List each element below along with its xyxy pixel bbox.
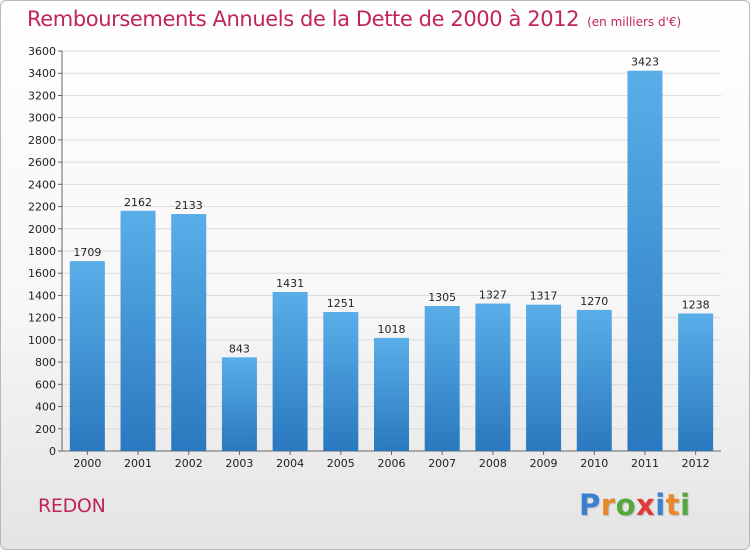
x-tick-label: 2008 xyxy=(479,457,507,470)
x-tick-label: 2009 xyxy=(530,457,558,470)
y-tick-label: 3400 xyxy=(28,67,56,80)
y-tick-label: 2000 xyxy=(28,223,56,236)
bar-value-label: 1327 xyxy=(479,289,507,302)
bar-value-label: 843 xyxy=(229,342,250,355)
proxiti-logo[interactable]: Proxiti xyxy=(579,488,691,522)
y-tick-label: 1600 xyxy=(28,267,56,280)
x-tick-label: 2005 xyxy=(327,457,355,470)
y-tick-label: 3200 xyxy=(28,89,56,102)
y-tick-label: 1800 xyxy=(28,245,56,258)
y-tick-label: 3600 xyxy=(28,45,56,58)
bar[interactable] xyxy=(374,337,409,451)
bar-value-label: 1431 xyxy=(276,277,304,290)
logo-letter: i xyxy=(655,488,666,522)
bar[interactable] xyxy=(323,312,359,451)
y-tick-label: 2800 xyxy=(28,134,56,147)
x-tick-label: 2002 xyxy=(175,457,203,470)
y-tick-label: 2400 xyxy=(28,178,56,191)
bar-value-label: 3423 xyxy=(631,56,659,69)
bar[interactable] xyxy=(576,309,612,451)
x-tick-label: 2001 xyxy=(124,457,152,470)
chart-title-text: Remboursements Annuels de la Dette de 20… xyxy=(27,7,580,31)
bar[interactable] xyxy=(475,303,511,451)
y-tick-label: 600 xyxy=(35,378,56,391)
y-tick-label: 1000 xyxy=(28,334,56,347)
bar-value-label: 1709 xyxy=(73,246,101,259)
bar-value-label: 1270 xyxy=(580,295,608,308)
x-tick-label: 2012 xyxy=(682,457,710,470)
x-tick-label: 2007 xyxy=(428,457,456,470)
logo-letter: o xyxy=(615,488,637,522)
bar[interactable] xyxy=(171,214,207,451)
bar[interactable] xyxy=(424,306,460,451)
y-tick-label: 1200 xyxy=(28,312,56,325)
x-tick-label: 2003 xyxy=(225,457,253,470)
y-tick-label: 200 xyxy=(35,423,56,436)
x-tick-label: 2011 xyxy=(631,457,659,470)
y-tick-label: 800 xyxy=(35,356,56,369)
bar[interactable] xyxy=(120,210,156,451)
x-tick-label: 2000 xyxy=(73,457,101,470)
bar-layer: 1709 2162 2133 843 1431 1251 1018 1305 1327 1317 1… xyxy=(69,56,714,452)
bar-value-label: 2133 xyxy=(175,199,203,212)
logo-letter: P xyxy=(579,488,601,522)
bar-value-label: 1238 xyxy=(682,298,710,311)
logo-letter: i xyxy=(680,488,691,522)
bar[interactable] xyxy=(526,304,562,451)
bar-value-label: 2162 xyxy=(124,196,152,209)
chart-title: Remboursements Annuels de la Dette de 20… xyxy=(27,7,681,31)
logo-letter: t xyxy=(665,488,681,522)
y-tick-label: 3000 xyxy=(28,112,56,125)
logo-letter: x xyxy=(636,488,656,522)
logo-letter: r xyxy=(600,488,616,522)
bar[interactable] xyxy=(69,261,105,451)
chart-unit: (en milliers d'€) xyxy=(587,15,682,29)
y-tick-label: 2200 xyxy=(28,201,56,214)
bar[interactable] xyxy=(272,292,308,451)
bar-value-label: 1018 xyxy=(378,323,406,336)
x-tick-label: 2004 xyxy=(276,457,304,470)
bar[interactable] xyxy=(678,313,714,451)
bar-value-label: 1305 xyxy=(428,291,456,304)
y-tick-label: 1400 xyxy=(28,289,56,302)
y-tick-label: 0 xyxy=(49,445,56,458)
bar[interactable] xyxy=(627,70,663,452)
x-tick-label: 2010 xyxy=(580,457,608,470)
bar-value-label: 1251 xyxy=(327,297,355,310)
city-name: REDON xyxy=(38,495,106,517)
x-tick-label: 2006 xyxy=(378,457,406,470)
y-tick-label: 2600 xyxy=(28,156,56,169)
bar[interactable] xyxy=(221,357,257,451)
y-tick-label: 400 xyxy=(35,401,56,414)
bar-value-label: 1317 xyxy=(530,290,558,303)
